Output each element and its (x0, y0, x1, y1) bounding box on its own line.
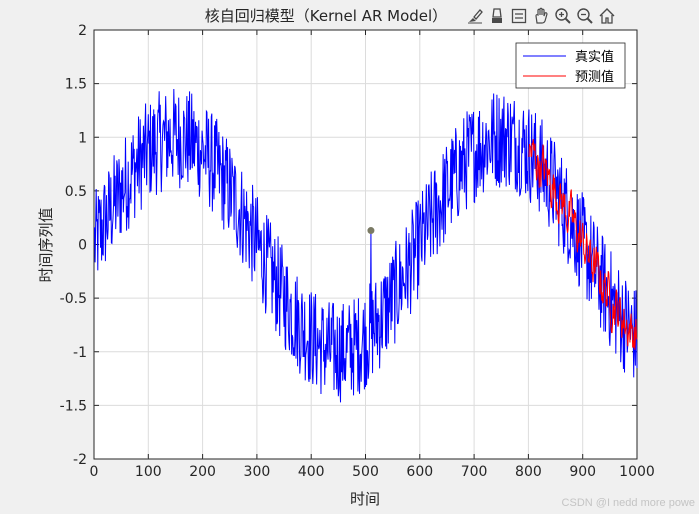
y-tick-label: 0 (78, 238, 87, 254)
window-edge-marker (0, 444, 4, 464)
x-axis: 0 100 200 300 400 500 600 700 800 900 1000 (90, 30, 655, 480)
x-tick-label: 600 (406, 464, 433, 480)
series-layer (94, 88, 638, 403)
brush-icon[interactable] (465, 6, 485, 26)
figure-toolbar (465, 4, 617, 28)
series-line-predicted (528, 139, 638, 350)
x-tick-label: 500 (352, 464, 379, 480)
legend-label-predicted: 预测值 (575, 69, 614, 85)
x-tick-label: 900 (569, 464, 596, 480)
x-tick-label: 800 (515, 464, 542, 480)
watermark: CSDN @I nedd more powe (561, 497, 695, 509)
y-tick-label: -1 (73, 345, 87, 361)
y-tick-label: -0.5 (60, 291, 87, 307)
legend-box (515, 42, 626, 89)
y-axis-label: 时间序列值 (37, 207, 55, 282)
eraser-icon[interactable] (487, 6, 507, 26)
legend[interactable]: 真实值 预测值 (515, 42, 626, 89)
zoom-out-icon[interactable] (575, 6, 595, 26)
x-tick-label: 100 (135, 464, 162, 480)
x-tick-label: 400 (298, 464, 325, 480)
y-tick-label: 1 (78, 130, 87, 146)
x-tick-label: 200 (189, 464, 216, 480)
y-tick-label: 1.5 (65, 77, 87, 93)
home-icon[interactable] (597, 6, 617, 26)
y-tick-label: 2 (78, 23, 87, 39)
x-tick-label: 0 (90, 464, 99, 480)
legend-label-actual: 真实值 (575, 49, 614, 65)
y-tick-label: 0.5 (65, 184, 87, 200)
annotated-data-point[interactable] (367, 227, 375, 235)
series-line-actual (94, 88, 638, 403)
x-tick-label: 1000 (619, 464, 655, 480)
y-tick-label: -1.5 (60, 398, 87, 414)
x-tick-label: 300 (244, 464, 271, 480)
grid-lines (94, 30, 637, 459)
legend-icon[interactable] (509, 6, 529, 26)
chart-title: 核自回归模型（Kernel AR Model） (205, 7, 447, 25)
pan-hand-icon[interactable] (531, 6, 551, 26)
x-axis-label: 时间 (350, 490, 380, 508)
y-tick-label: -2 (73, 452, 87, 468)
x-tick-label: 700 (461, 464, 488, 480)
zoom-in-icon[interactable] (553, 6, 573, 26)
